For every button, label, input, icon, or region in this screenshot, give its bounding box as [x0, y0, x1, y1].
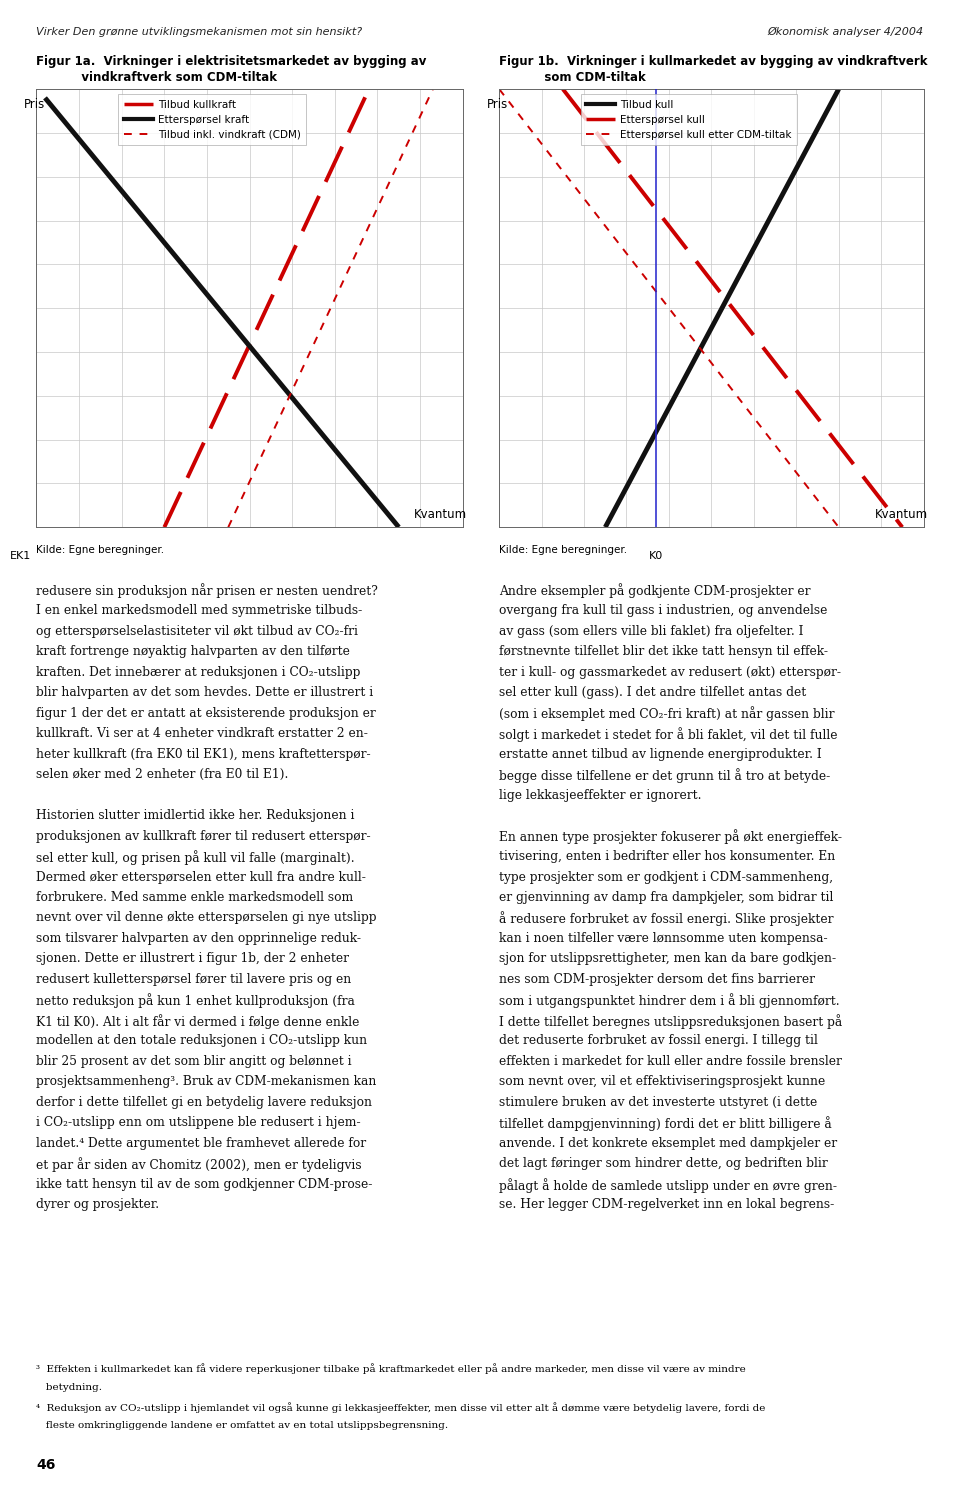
- Text: dyrer og prosjekter.: dyrer og prosjekter.: [36, 1198, 159, 1212]
- Text: derfor i dette tilfellet gi en betydelig lavere reduksjon: derfor i dette tilfellet gi en betydelig…: [36, 1096, 372, 1109]
- Text: i CO₂-utslipp enn om utslippene ble redusert i hjem-: i CO₂-utslipp enn om utslippene ble redu…: [36, 1117, 361, 1130]
- Text: er gjenvinning av damp fra dampkjeler, som bidrar til: er gjenvinning av damp fra dampkjeler, s…: [499, 891, 833, 904]
- Text: som i utgangspunktet hindrer dem i å bli gjennomført.: som i utgangspunktet hindrer dem i å bli…: [499, 993, 840, 1008]
- Text: landet.⁴ Dette argumentet ble framhevet allerede for: landet.⁴ Dette argumentet ble framhevet …: [36, 1138, 367, 1149]
- Text: Virker Den grønne utviklingsmekanismen mot sin hensikt?: Virker Den grønne utviklingsmekanismen m…: [36, 27, 363, 37]
- Text: kraft fortrenge nøyaktig halvparten av den tilførte: kraft fortrenge nøyaktig halvparten av d…: [36, 644, 350, 658]
- Legend: Tilbud kull, Etterspørsel kull, Etterspørsel kull etter CDM-tiltak: Tilbud kull, Etterspørsel kull, Etterspø…: [581, 95, 797, 146]
- Text: K0: K0: [649, 551, 663, 561]
- Text: I en enkel markedsmodell med symmetriske tilbuds-: I en enkel markedsmodell med symmetriske…: [36, 604, 363, 618]
- Text: ter i kull- og gassmarkedet av redusert (økt) etterspør-: ter i kull- og gassmarkedet av redusert …: [499, 665, 841, 679]
- Text: det reduserte forbruket av fossil energi. I tillegg til: det reduserte forbruket av fossil energi…: [499, 1035, 818, 1047]
- Text: fleste omkringliggende landene er omfattet av en total utslippsbegrensning.: fleste omkringliggende landene er omfatt…: [36, 1421, 448, 1430]
- Text: redusert kulletterspørsel fører til lavere pris og en: redusert kulletterspørsel fører til lave…: [36, 973, 351, 986]
- Text: kan i noen tilfeller være lønnsomme uten kompensa-: kan i noen tilfeller være lønnsomme uten…: [499, 933, 828, 944]
- Text: redusere sin produksjon når prisen er nesten uendret?: redusere sin produksjon når prisen er ne…: [36, 584, 378, 598]
- Text: kraften. Det innebærer at reduksjonen i CO₂-utslipp: kraften. Det innebærer at reduksjonen i …: [36, 665, 361, 679]
- Text: forbrukere. Med samme enkle markedsmodell som: forbrukere. Med samme enkle markedsmodel…: [36, 891, 353, 904]
- Text: nes som CDM-prosjekter dersom det fins barrierer: nes som CDM-prosjekter dersom det fins b…: [499, 973, 815, 986]
- Text: blir 25 prosent av det som blir angitt og belønnet i: blir 25 prosent av det som blir angitt o…: [36, 1054, 352, 1068]
- Text: sjon for utslippsrettigheter, men kan da bare godkjen-: sjon for utslippsrettigheter, men kan da…: [499, 952, 836, 965]
- Text: pålagt å holde de samlede utslipp under en øvre gren-: pålagt å holde de samlede utslipp under …: [499, 1178, 837, 1192]
- Text: ³  Effekten i kullmarkedet kan få videre reperkusjoner tilbake på kraftmarkedet : ³ Effekten i kullmarkedet kan få videre …: [36, 1363, 746, 1374]
- Text: En annen type prosjekter fokuserer på økt energieffek-: En annen type prosjekter fokuserer på øk…: [499, 830, 842, 845]
- Text: effekten i markedet for kull eller andre fossile brensler: effekten i markedet for kull eller andre…: [499, 1054, 842, 1068]
- Text: I dette tilfellet beregnes utslippsreduksjonen basert på: I dette tilfellet beregnes utslippsreduk…: [499, 1014, 843, 1029]
- Text: vindkraftverk som CDM-tiltak: vindkraftverk som CDM-tiltak: [36, 71, 277, 85]
- Text: sel etter kull (gass). I det andre tilfellet antas det: sel etter kull (gass). I det andre tilfe…: [499, 686, 806, 699]
- Text: begge disse tilfellene er det grunn til å tro at betyde-: begge disse tilfellene er det grunn til …: [499, 768, 830, 783]
- Text: det lagt føringer som hindrer dette, og bedriften blir: det lagt føringer som hindrer dette, og …: [499, 1157, 828, 1170]
- Text: Kilde: Egne beregninger.: Kilde: Egne beregninger.: [499, 545, 627, 555]
- Text: prosjektsammenheng³. Bruk av CDM-mekanismen kan: prosjektsammenheng³. Bruk av CDM-mekanis…: [36, 1075, 377, 1089]
- Text: type prosjekter som er godkjent i CDM-sammenheng,: type prosjekter som er godkjent i CDM-sa…: [499, 870, 833, 884]
- Text: Pris: Pris: [487, 98, 508, 111]
- Text: Økonomisk analyser 4/2004: Økonomisk analyser 4/2004: [767, 27, 924, 37]
- Text: Figur 1a.  Virkninger i elektrisitetsmarkedet av bygging av: Figur 1a. Virkninger i elektrisitetsmark…: [36, 55, 427, 68]
- Text: kullkraft. Vi ser at 4 enheter vindkraft erstatter 2 en-: kullkraft. Vi ser at 4 enheter vindkraft…: [36, 728, 369, 740]
- Text: Figur 1b.  Virkninger i kullmarkedet av bygging av vindkraftverk: Figur 1b. Virkninger i kullmarkedet av b…: [499, 55, 927, 68]
- Text: K1 til K0). Alt i alt får vi dermed i følge denne enkle: K1 til K0). Alt i alt får vi dermed i fø…: [36, 1014, 360, 1029]
- Text: anvende. I det konkrete eksemplet med dampkjeler er: anvende. I det konkrete eksemplet med da…: [499, 1138, 837, 1149]
- Text: produksjonen av kullkraft fører til redusert etterspør-: produksjonen av kullkraft fører til redu…: [36, 830, 372, 842]
- Text: netto reduksjon på kun 1 enhet kullproduksjon (fra: netto reduksjon på kun 1 enhet kullprodu…: [36, 993, 355, 1008]
- Text: se. Her legger CDM-regelverket inn en lokal begrens-: se. Her legger CDM-regelverket inn en lo…: [499, 1198, 834, 1212]
- Text: figur 1 der det er antatt at eksisterende produksjon er: figur 1 der det er antatt at eksisterend…: [36, 707, 376, 720]
- Text: tivisering, enten i bedrifter eller hos konsumenter. En: tivisering, enten i bedrifter eller hos …: [499, 849, 835, 863]
- Text: som nevnt over, vil et effektiviseringsprosjekt kunne: som nevnt over, vil et effektiviseringsp…: [499, 1075, 826, 1089]
- Text: et par år siden av Chomitz (2002), men er tydeligvis: et par år siden av Chomitz (2002), men e…: [36, 1157, 362, 1172]
- Text: selen øker med 2 enheter (fra E0 til E1).: selen øker med 2 enheter (fra E0 til E1)…: [36, 768, 289, 781]
- Text: (som i eksemplet med CO₂-fri kraft) at når gassen blir: (som i eksemplet med CO₂-fri kraft) at n…: [499, 707, 834, 722]
- Text: Kvantum: Kvantum: [875, 508, 927, 521]
- Text: som tilsvarer halvparten av den opprinnelige reduk-: som tilsvarer halvparten av den opprinne…: [36, 933, 362, 944]
- Text: og etterspørselselastisiteter vil økt tilbud av CO₂-fri: og etterspørselselastisiteter vil økt ti…: [36, 625, 358, 637]
- Text: sjonen. Dette er illustrert i figur 1b, der 2 enheter: sjonen. Dette er illustrert i figur 1b, …: [36, 952, 349, 965]
- Text: 46: 46: [36, 1458, 56, 1472]
- Text: ikke tatt hensyn til av de som godkjenner CDM-prose-: ikke tatt hensyn til av de som godkjenne…: [36, 1178, 372, 1191]
- Text: Pris: Pris: [24, 98, 45, 111]
- Text: erstatte annet tilbud av lignende energiprodukter. I: erstatte annet tilbud av lignende energi…: [499, 747, 822, 760]
- Text: Dermed øker etterspørselen etter kull fra andre kull-: Dermed øker etterspørselen etter kull fr…: [36, 870, 367, 884]
- Text: lige lekkasjeeffekter er ignorert.: lige lekkasjeeffekter er ignorert.: [499, 789, 702, 802]
- Text: å redusere forbruket av fossil energi. Slike prosjekter: å redusere forbruket av fossil energi. S…: [499, 912, 833, 927]
- Text: ⁴  Reduksjon av CO₂-utslipp i hjemlandet vil også kunne gi lekkasjeeffekter, men: ⁴ Reduksjon av CO₂-utslipp i hjemlandet …: [36, 1402, 766, 1412]
- Text: Historien slutter imidlertid ikke her. Reduksjonen i: Historien slutter imidlertid ikke her. R…: [36, 809, 355, 823]
- Text: betydning.: betydning.: [36, 1383, 103, 1391]
- Text: overgang fra kull til gass i industrien, og anvendelse: overgang fra kull til gass i industrien,…: [499, 604, 828, 618]
- Text: som CDM-tiltak: som CDM-tiltak: [499, 71, 646, 85]
- Text: heter kullkraft (fra EK0 til EK1), mens kraftetterspør-: heter kullkraft (fra EK0 til EK1), mens …: [36, 747, 372, 760]
- Text: av gass (som ellers ville bli faklet) fra oljefelter. I: av gass (som ellers ville bli faklet) fr…: [499, 625, 804, 637]
- Text: tilfellet dampgjenvinning) fordi det er blitt billigere å: tilfellet dampgjenvinning) fordi det er …: [499, 1117, 832, 1132]
- Text: modellen at den totale reduksjonen i CO₂-utslipp kun: modellen at den totale reduksjonen i CO₂…: [36, 1035, 368, 1047]
- Text: nevnt over vil denne økte etterspørselen gi nye utslipp: nevnt over vil denne økte etterspørselen…: [36, 912, 377, 925]
- Text: solgt i markedet i stedet for å bli faklet, vil det til fulle: solgt i markedet i stedet for å bli fakl…: [499, 728, 838, 742]
- Text: sel etter kull, og prisen på kull vil falle (marginalt).: sel etter kull, og prisen på kull vil fa…: [36, 849, 355, 864]
- Text: blir halvparten av det som hevdes. Dette er illustrert i: blir halvparten av det som hevdes. Dette…: [36, 686, 373, 699]
- Legend: Tilbud kullkraft, Etterspørsel kraft, Tilbud inkl. vindkraft (CDM): Tilbud kullkraft, Etterspørsel kraft, Ti…: [118, 95, 306, 146]
- Text: EK1: EK1: [10, 551, 31, 561]
- Text: førstnevnte tilfellet blir det ikke tatt hensyn til effek-: førstnevnte tilfellet blir det ikke tatt…: [499, 644, 828, 658]
- Text: Andre eksempler på godkjente CDM-prosjekter er: Andre eksempler på godkjente CDM-prosjek…: [499, 584, 810, 598]
- Text: Kvantum: Kvantum: [414, 508, 467, 521]
- Text: Kilde: Egne beregninger.: Kilde: Egne beregninger.: [36, 545, 164, 555]
- Text: stimulere bruken av det investerte utstyret (i dette: stimulere bruken av det investerte utsty…: [499, 1096, 818, 1109]
